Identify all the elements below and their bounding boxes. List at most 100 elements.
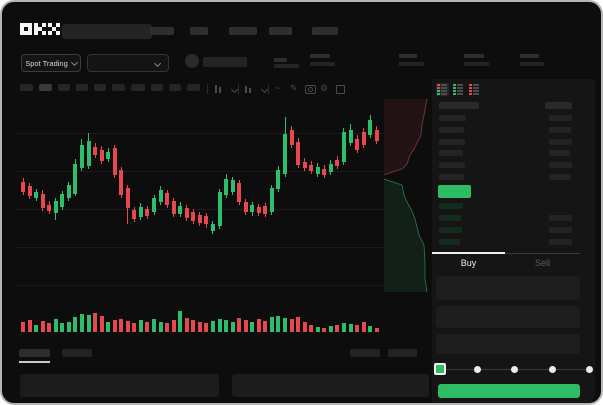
bid-price-placeholder: [439, 239, 460, 245]
pair-dropdown[interactable]: [87, 54, 169, 72]
bid-row[interactable]: [432, 213, 580, 223]
ask-row[interactable]: [432, 172, 580, 182]
chart-type-icon[interactable]: [245, 86, 247, 93]
volume-bar: [263, 321, 268, 332]
volume-bar: [322, 328, 327, 332]
candle-body: [165, 193, 170, 205]
nav-item[interactable]: [269, 27, 292, 35]
buy-button[interactable]: [438, 384, 580, 398]
candle-body: [145, 209, 150, 216]
candle-body: [243, 202, 248, 212]
timeframe-button[interactable]: [39, 84, 52, 91]
volume-bar: [158, 322, 163, 332]
candle-body: [53, 201, 58, 213]
gridline: [16, 247, 384, 248]
ask-row[interactable]: [432, 113, 580, 123]
slider-dot[interactable]: [549, 366, 556, 373]
volume-bar: [27, 320, 32, 332]
timeframe-button[interactable]: [112, 84, 125, 91]
okx-logo[interactable]: [20, 23, 60, 35]
nav-item[interactable]: [229, 27, 257, 35]
volume-bar: [86, 315, 91, 332]
volume-bar: [66, 322, 71, 332]
slider-dot[interactable]: [511, 366, 518, 373]
candle-body: [276, 170, 281, 189]
volume-bar: [250, 322, 255, 332]
search-input[interactable]: [62, 24, 152, 39]
volume-bar: [217, 319, 222, 332]
orderbook-layout-combined-icon[interactable]: [436, 83, 449, 96]
slider-dot[interactable]: [586, 366, 593, 373]
bottom-action-placeholder[interactable]: [388, 349, 417, 357]
candle-body: [93, 147, 98, 155]
candle-body: [315, 167, 320, 174]
candle-body: [217, 192, 222, 226]
chart-type-icon[interactable]: [249, 88, 251, 93]
nav-item[interactable]: [312, 27, 338, 35]
timeframe-button[interactable]: [131, 84, 145, 91]
candle-body: [355, 139, 360, 150]
candle-body: [152, 198, 156, 212]
candle-style-icon[interactable]: [215, 85, 217, 93]
draw-pencil-icon[interactable]: ✎: [290, 83, 298, 93]
volume-bar: [269, 317, 274, 332]
timeframe-button[interactable]: [151, 84, 163, 91]
chevron-down-icon[interactable]: [230, 85, 239, 94]
orderbook-layout-bids-only-icon[interactable]: [452, 83, 465, 96]
bid-row[interactable]: [432, 225, 580, 235]
nav-item[interactable]: [190, 27, 208, 35]
bottom-tab[interactable]: [62, 349, 92, 357]
bid-row[interactable]: [432, 201, 580, 211]
settings-gear-icon[interactable]: ⚙: [320, 83, 329, 93]
slider-handle[interactable]: [434, 363, 446, 375]
order-form-input[interactable]: [436, 276, 580, 300]
candle-body: [341, 132, 346, 162]
candle-body: [47, 205, 52, 211]
order-form-input[interactable]: [436, 334, 580, 354]
slider-dot[interactable]: [474, 366, 481, 373]
bottom-action-placeholder[interactable]: [350, 349, 380, 357]
timeframe-button[interactable]: [58, 84, 70, 91]
ask-row[interactable]: [432, 160, 580, 170]
nav-item[interactable]: [150, 27, 174, 35]
volume-bar: [302, 322, 307, 332]
candle-body: [138, 207, 143, 217]
candle-body: [132, 210, 137, 219]
market-type-selector[interactable]: Spot Trading: [21, 54, 81, 72]
ask-price-placeholder: [439, 127, 464, 133]
tab-buy[interactable]: Buy: [460, 258, 477, 268]
volume-bar: [152, 319, 156, 332]
timeframe-button[interactable]: [169, 84, 181, 91]
tab-sell[interactable]: Sell: [534, 258, 550, 268]
ask-price-placeholder: [439, 115, 466, 121]
chevron-down-icon[interactable]: [260, 85, 269, 94]
last-price-badge[interactable]: [438, 185, 471, 198]
ask-row[interactable]: [432, 137, 580, 147]
orderbook-layout-asks-only-icon[interactable]: [468, 83, 481, 96]
timeframe-button[interactable]: [94, 84, 106, 91]
ask-row[interactable]: [432, 125, 580, 135]
candle-body: [348, 130, 353, 143]
candle-body: [296, 142, 301, 165]
order-form-input[interactable]: [436, 306, 580, 328]
candle-body: [322, 169, 327, 175]
bottom-tab[interactable]: [19, 349, 50, 357]
indicator-icon[interactable]: ~: [275, 83, 281, 93]
candle-body: [73, 164, 78, 194]
screenshot-camera-icon[interactable]: [305, 85, 316, 94]
timeframe-button[interactable]: [20, 84, 33, 91]
fullscreen-icon[interactable]: [336, 85, 345, 94]
depth-chart[interactable]: [384, 97, 429, 292]
stat-value-placeholder: [399, 62, 424, 66]
candle-body: [158, 190, 163, 202]
ask-row[interactable]: [432, 148, 580, 158]
candle-style-icon[interactable]: [219, 87, 221, 93]
buy-tab-active-indicator: [432, 252, 505, 254]
volume-bar: [34, 325, 39, 332]
candle-body: [191, 212, 196, 221]
timeframe-button[interactable]: [76, 84, 88, 91]
timeframe-button[interactable]: [187, 84, 200, 91]
bid-row[interactable]: [432, 237, 580, 247]
volume-bar: [145, 322, 150, 332]
candlestick-chart[interactable]: [12, 97, 432, 342]
